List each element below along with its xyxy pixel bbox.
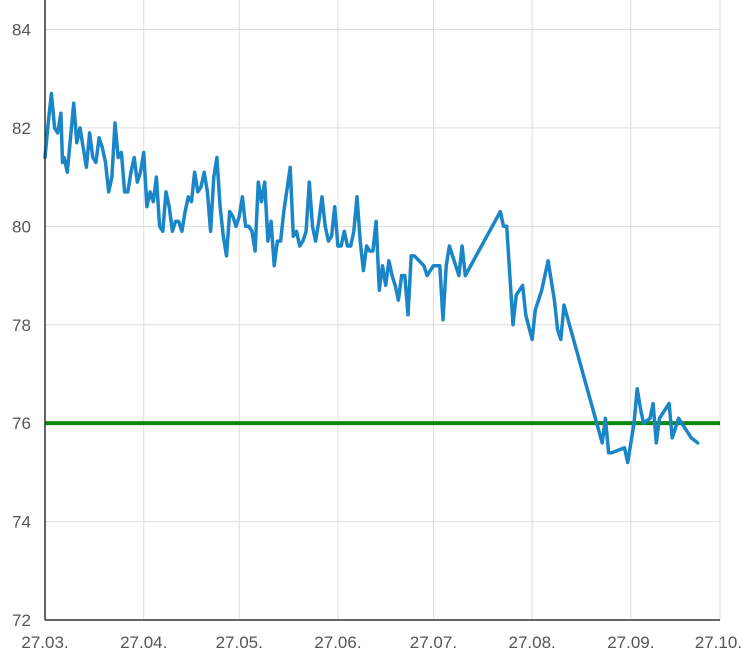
- x-tick-label: 27.10.: [695, 633, 742, 652]
- x-tick-label: 27.06.: [314, 633, 361, 652]
- y-tick-label: 84: [12, 21, 31, 40]
- x-axis-tick-labels: 27.03. 27.04. 27.05. 27.06. 27.07. 27.08. 27.0…: [21, 633, 742, 652]
- axes-group: [44, 0, 720, 621]
- x-tick-label: 27.05.: [216, 633, 263, 652]
- y-tick-label: 78: [12, 316, 31, 335]
- y-tick-label: 74: [12, 513, 31, 532]
- x-tick-label: 27.07.: [410, 633, 457, 652]
- x-tick-label: 27.03.: [21, 633, 68, 652]
- vertical-gridlines: [143, 0, 721, 620]
- series-line: [43, 91, 700, 465]
- y-tick-label: 72: [12, 611, 31, 630]
- y-tick-label: 76: [12, 414, 31, 433]
- series-group: [43, 91, 700, 465]
- x-tick-label: 27.09.: [607, 633, 654, 652]
- x-tick-label: 27.04.: [120, 633, 167, 652]
- x-tick-label: 27.08.: [509, 633, 556, 652]
- y-axis-tick-labels: 72 74 76 78 80 82 84: [12, 21, 31, 630]
- y-tick-label: 80: [12, 217, 31, 236]
- y-tick-label: 82: [12, 119, 31, 138]
